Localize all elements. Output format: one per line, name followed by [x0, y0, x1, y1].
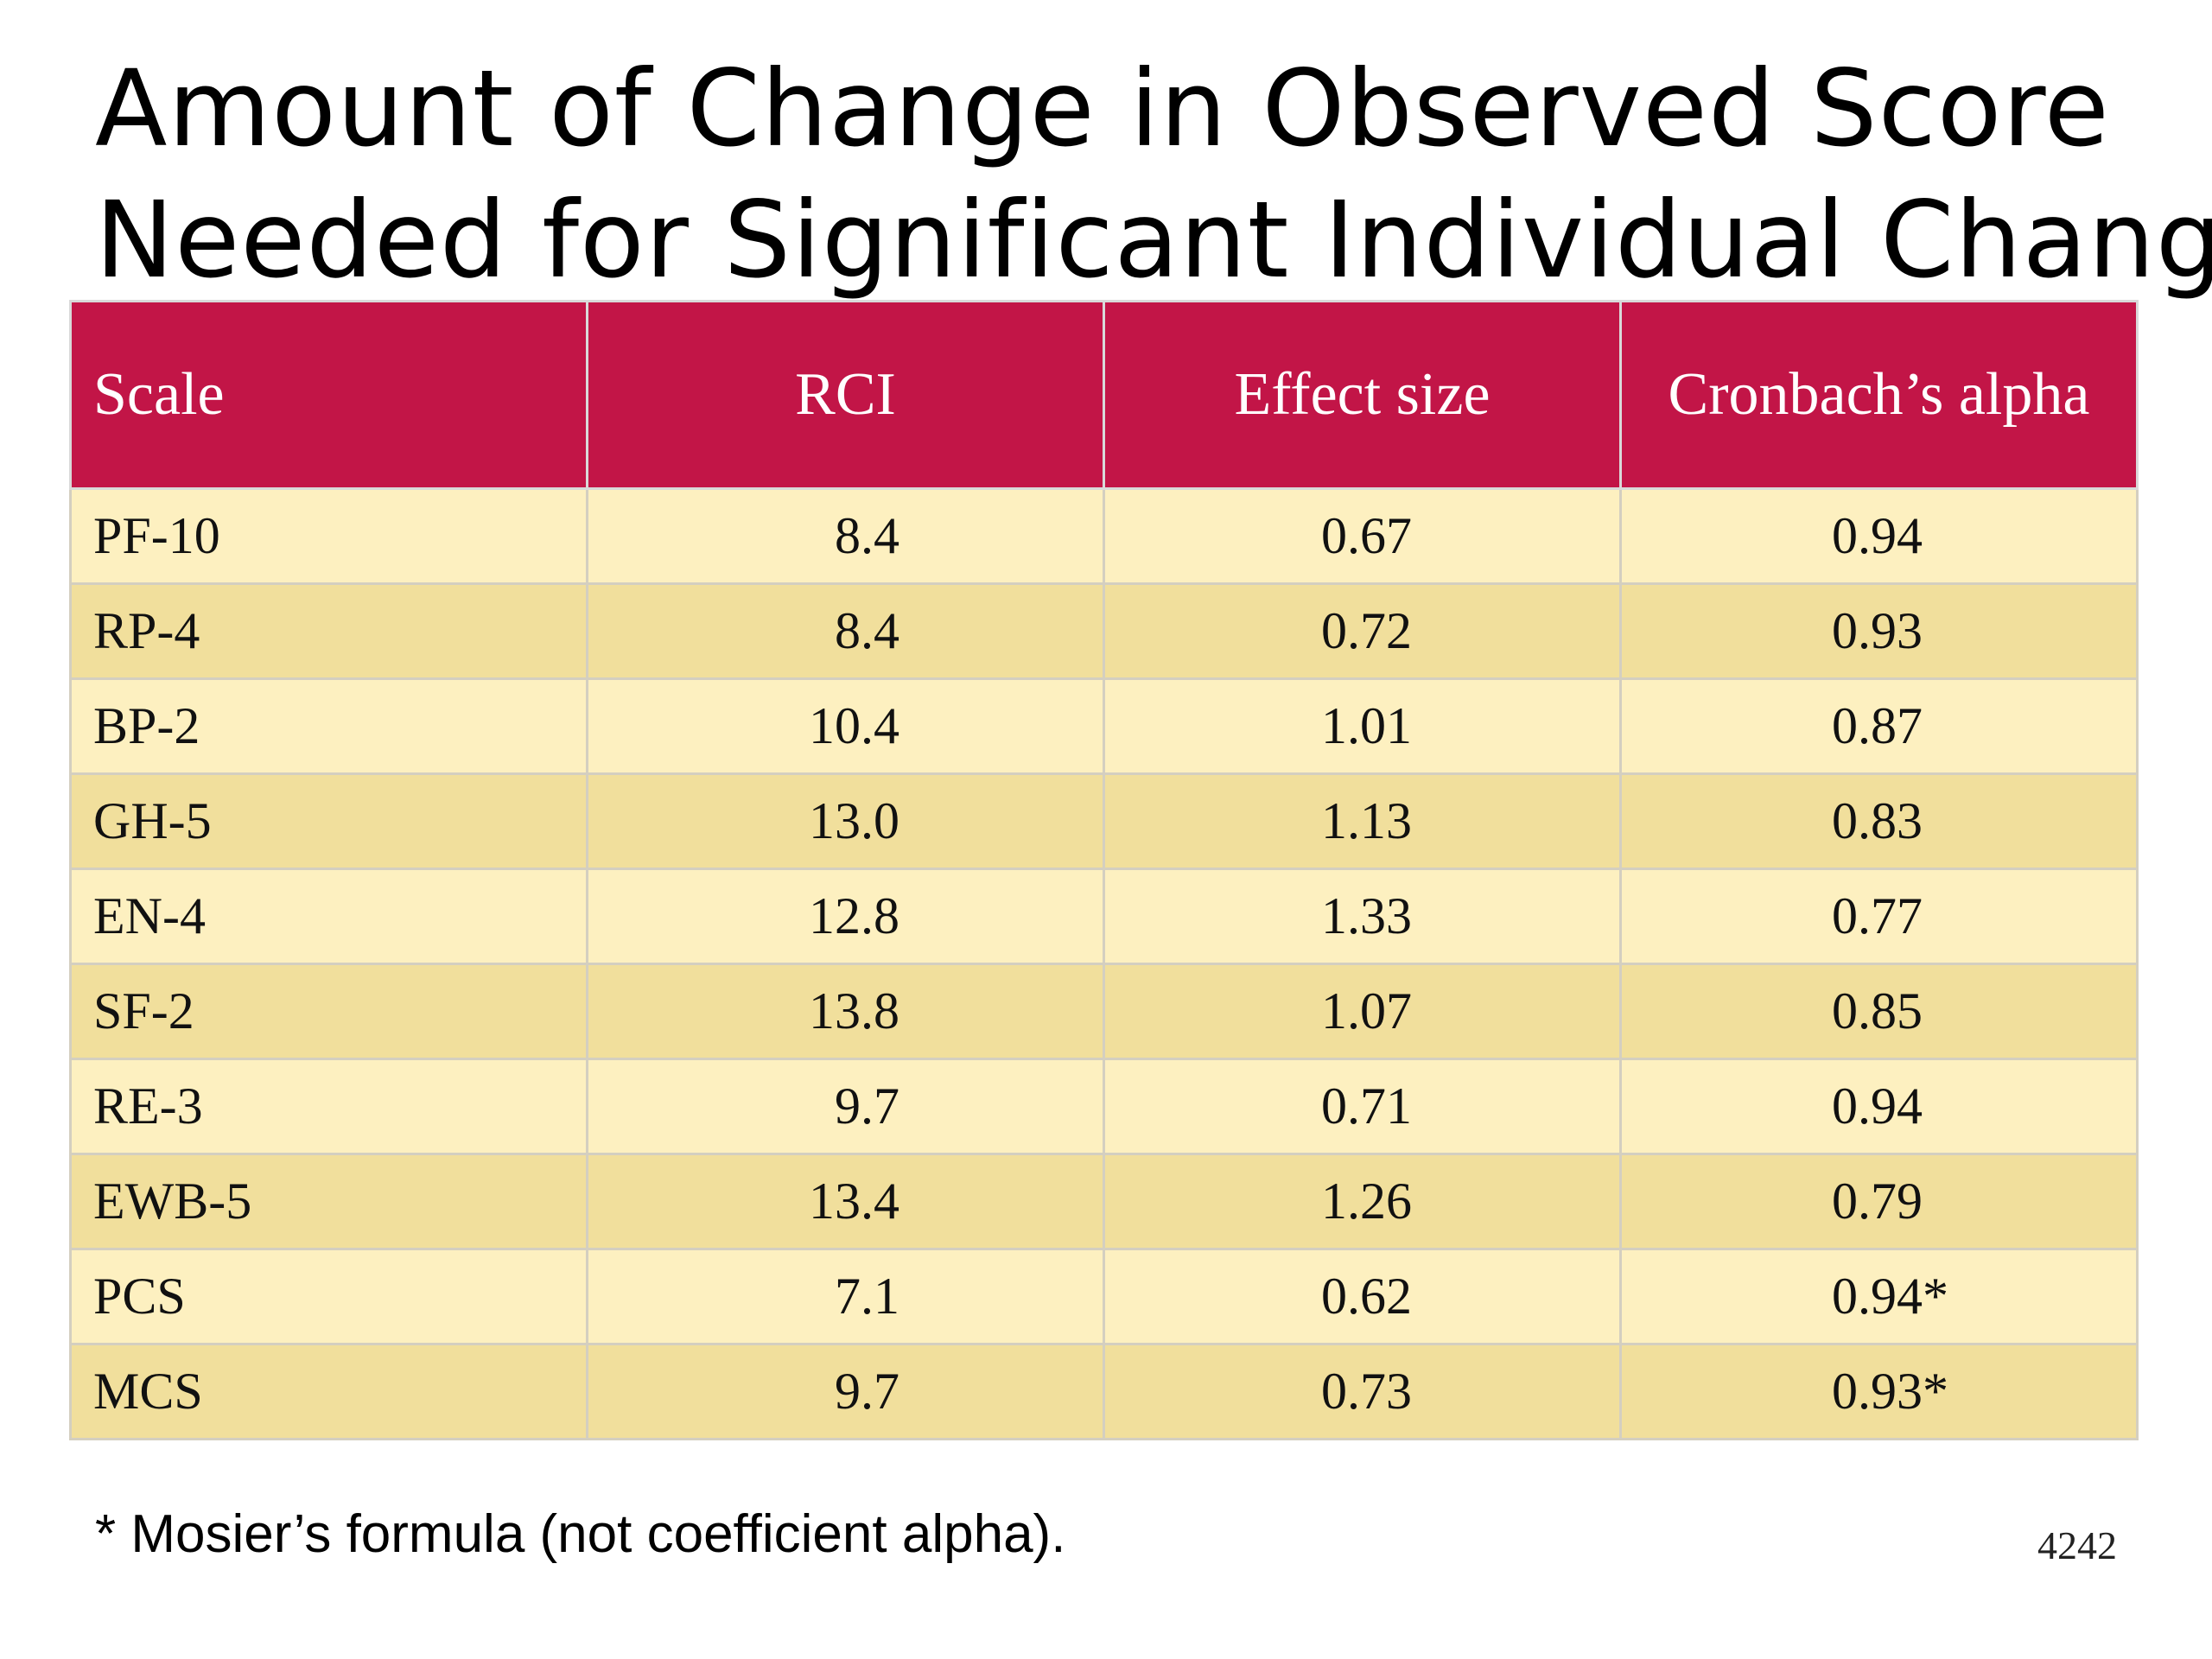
cell-effect-size: 1.13: [1103, 772, 1622, 870]
cell-effect-size: 0.71: [1103, 1058, 1622, 1155]
table-row: MCS 9.7 0.73 0.93*: [69, 1343, 2139, 1440]
cell-scale: SF-2: [69, 963, 588, 1060]
cell-alpha: 0.94: [1619, 1058, 2139, 1155]
cell-scale: EN-4: [69, 868, 588, 965]
cell-alpha: 0.79: [1619, 1153, 2139, 1250]
cell-rci: 13.4: [586, 1153, 1105, 1250]
cell-alpha: 0.93*: [1619, 1343, 2139, 1440]
cell-scale: BP-2: [69, 677, 588, 775]
table-row: PF-10 8.4 0.67 0.94: [69, 487, 2139, 585]
table-row: GH-5 13.0 1.13 0.83: [69, 772, 2139, 870]
table-row: EWB-5 13.4 1.26 0.79: [69, 1153, 2139, 1250]
footnote: * Mosier’s formula (not coefficient alph…: [95, 1504, 1066, 1564]
slide-title-line-1: Amount of Change in Observed Score: [95, 48, 2110, 170]
cell-scale: RP-4: [69, 582, 588, 680]
cell-effect-size: 0.62: [1103, 1248, 1622, 1345]
cell-scale: RE-3: [69, 1058, 588, 1155]
cell-rci: 8.4: [586, 582, 1105, 680]
cell-effect-size: 0.73: [1103, 1343, 1622, 1440]
cell-effect-size: 1.07: [1103, 963, 1622, 1060]
table-row: EN-4 12.8 1.33 0.77: [69, 868, 2139, 965]
cell-alpha: 0.94*: [1619, 1248, 2139, 1345]
cell-effect-size: 0.72: [1103, 582, 1622, 680]
cell-alpha: 0.94: [1619, 487, 2139, 585]
table-row: BP-2 10.4 1.01 0.87: [69, 677, 2139, 775]
cell-rci: 10.4: [586, 677, 1105, 775]
cell-scale: PCS: [69, 1248, 588, 1345]
cell-rci: 9.7: [586, 1058, 1105, 1155]
cell-effect-size: 0.67: [1103, 487, 1622, 585]
header-rci: RCI: [586, 300, 1105, 490]
cell-rci: 12.8: [586, 868, 1105, 965]
cell-rci: 8.4: [586, 487, 1105, 585]
cell-alpha: 0.83: [1619, 772, 2139, 870]
cell-scale: PF-10: [69, 487, 588, 585]
table-row: SF-2 13.8 1.07 0.85: [69, 963, 2139, 1060]
cell-scale: MCS: [69, 1343, 588, 1440]
cell-scale: EWB-5: [69, 1153, 588, 1250]
results-table: Scale RCI Effect size Cronbach’s alpha P…: [69, 300, 2139, 1440]
table-header-row: Scale RCI Effect size Cronbach’s alpha: [69, 300, 2139, 490]
slide-title: Amount of Change in Observed Score Neede…: [95, 43, 2212, 306]
cell-rci: 7.1: [586, 1248, 1105, 1345]
header-effect-size: Effect size: [1103, 300, 1622, 490]
cell-alpha: 0.85: [1619, 963, 2139, 1060]
slide-title-line-2: Needed for Significant Individual Change: [95, 179, 2212, 302]
cell-alpha: 0.93: [1619, 582, 2139, 680]
cell-alpha: 0.77: [1619, 868, 2139, 965]
slide-number: 4242: [2037, 1523, 2117, 1567]
table-row: RE-3 9.7 0.71 0.94: [69, 1058, 2139, 1155]
cell-alpha: 0.87: [1619, 677, 2139, 775]
cell-effect-size: 1.26: [1103, 1153, 1622, 1250]
table-row: PCS 7.1 0.62 0.94*: [69, 1248, 2139, 1345]
results-table-container: Scale RCI Effect size Cronbach’s alpha P…: [69, 300, 2139, 1440]
cell-rci: 13.8: [586, 963, 1105, 1060]
cell-effect-size: 1.33: [1103, 868, 1622, 965]
header-scale: Scale: [69, 300, 588, 490]
cell-rci: 9.7: [586, 1343, 1105, 1440]
cell-rci: 13.0: [586, 772, 1105, 870]
cell-effect-size: 1.01: [1103, 677, 1622, 775]
header-cronbach-alpha: Cronbach’s alpha: [1619, 300, 2139, 490]
cell-scale: GH-5: [69, 772, 588, 870]
table-row: RP-4 8.4 0.72 0.93: [69, 582, 2139, 680]
